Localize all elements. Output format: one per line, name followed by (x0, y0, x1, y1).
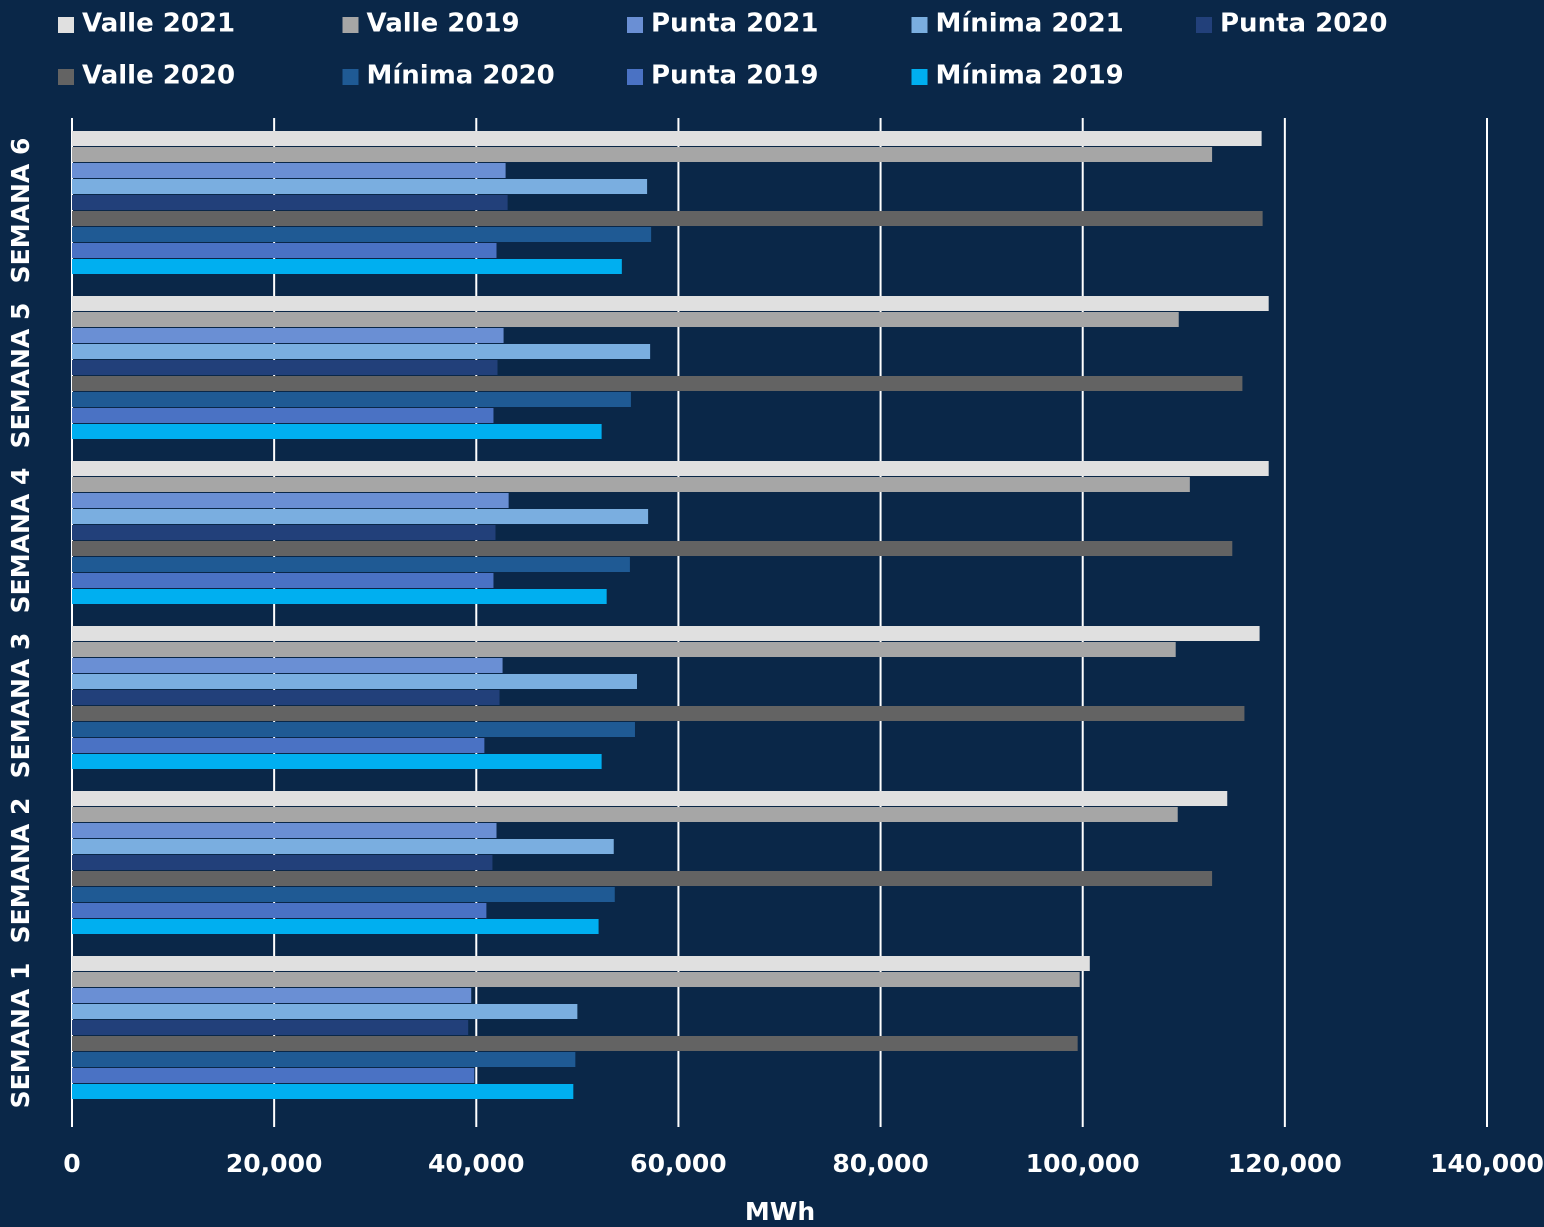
bar (72, 424, 602, 439)
bar (72, 392, 631, 407)
legend-swatch (342, 17, 359, 33)
bar (72, 738, 485, 753)
bar (72, 408, 494, 423)
bar (72, 344, 651, 359)
bar (72, 956, 1090, 971)
legend-swatch (911, 17, 928, 33)
bar (72, 754, 602, 769)
bar (72, 855, 493, 870)
legend-label: Valle 2021 (82, 9, 235, 39)
legend-swatch (58, 17, 74, 33)
y-tick-label: SEMANA 6 (6, 138, 35, 284)
bar (72, 211, 1263, 226)
x-tick-label: 20,000 (226, 1149, 322, 1178)
bar (72, 147, 1213, 162)
bar (72, 807, 1178, 822)
bar (72, 919, 599, 934)
bar (72, 557, 630, 572)
y-tick-label: SEMANA 4 (6, 468, 35, 614)
y-tick-label: SEMANA 3 (6, 633, 35, 779)
bar (72, 131, 1262, 146)
bar (72, 1068, 475, 1083)
bar (72, 525, 496, 540)
x-tick-label: 60,000 (630, 1149, 726, 1178)
y-tick-label: SEMANA 1 (6, 963, 35, 1109)
bar (72, 706, 1245, 721)
bar (72, 972, 1080, 987)
bar (72, 243, 497, 258)
bar (72, 360, 498, 375)
bar (72, 163, 506, 178)
y-tick-label: SEMANA 2 (6, 798, 35, 944)
bar (72, 722, 635, 737)
bar (72, 1004, 578, 1019)
bar (72, 903, 487, 918)
legend-swatch (627, 17, 643, 33)
x-tick-label: 80,000 (832, 1149, 928, 1178)
legend-label: Mínima 2019 (936, 61, 1124, 91)
legend-label: Punta 2021 (651, 9, 818, 39)
x-axis-title: MWh (745, 1197, 815, 1226)
bar (72, 1052, 576, 1067)
bar (72, 1020, 469, 1035)
bar (72, 509, 649, 524)
legend-swatch (1196, 17, 1212, 33)
bar (72, 259, 622, 274)
legend-label: Mínima 2021 (936, 9, 1124, 39)
legend-swatch (627, 69, 643, 85)
legend-label: Mínima 2020 (367, 61, 555, 91)
bar (72, 573, 494, 588)
bar (72, 626, 1260, 641)
x-tick-label: 100,000 (1026, 1149, 1140, 1178)
bar (72, 312, 1179, 327)
bar (72, 541, 1233, 556)
legend-label: Valle 2019 (367, 9, 520, 39)
bar (72, 823, 497, 838)
bar (72, 674, 637, 689)
bar (72, 791, 1228, 806)
bar (72, 839, 614, 854)
bar (72, 328, 504, 343)
bar (72, 477, 1190, 492)
x-tick-label: 0 (63, 1149, 80, 1178)
bar (72, 658, 503, 673)
bar (72, 179, 648, 194)
bar (72, 887, 615, 902)
bar (72, 1084, 574, 1099)
bar (72, 589, 607, 604)
bar (72, 376, 1243, 391)
bar (72, 227, 652, 242)
x-tick-label: 40,000 (428, 1149, 524, 1178)
bar (72, 461, 1269, 476)
y-tick-label: SEMANA 5 (6, 303, 35, 449)
bar (72, 871, 1213, 886)
bar (72, 642, 1176, 657)
x-tick-label: 120,000 (1228, 1149, 1342, 1178)
legend-label: Punta 2020 (1220, 9, 1387, 39)
legend-swatch (911, 69, 928, 85)
bar (72, 493, 509, 508)
legend-swatch (58, 69, 74, 85)
bar (72, 296, 1269, 311)
bar (72, 195, 508, 210)
bar (72, 1036, 1078, 1051)
bar (72, 988, 472, 1003)
legend-swatch (342, 69, 359, 85)
legend-label: Punta 2019 (651, 61, 818, 91)
legend-label: Valle 2020 (82, 61, 235, 91)
bar (72, 690, 500, 705)
x-tick-label: 140,000 (1430, 1149, 1544, 1178)
